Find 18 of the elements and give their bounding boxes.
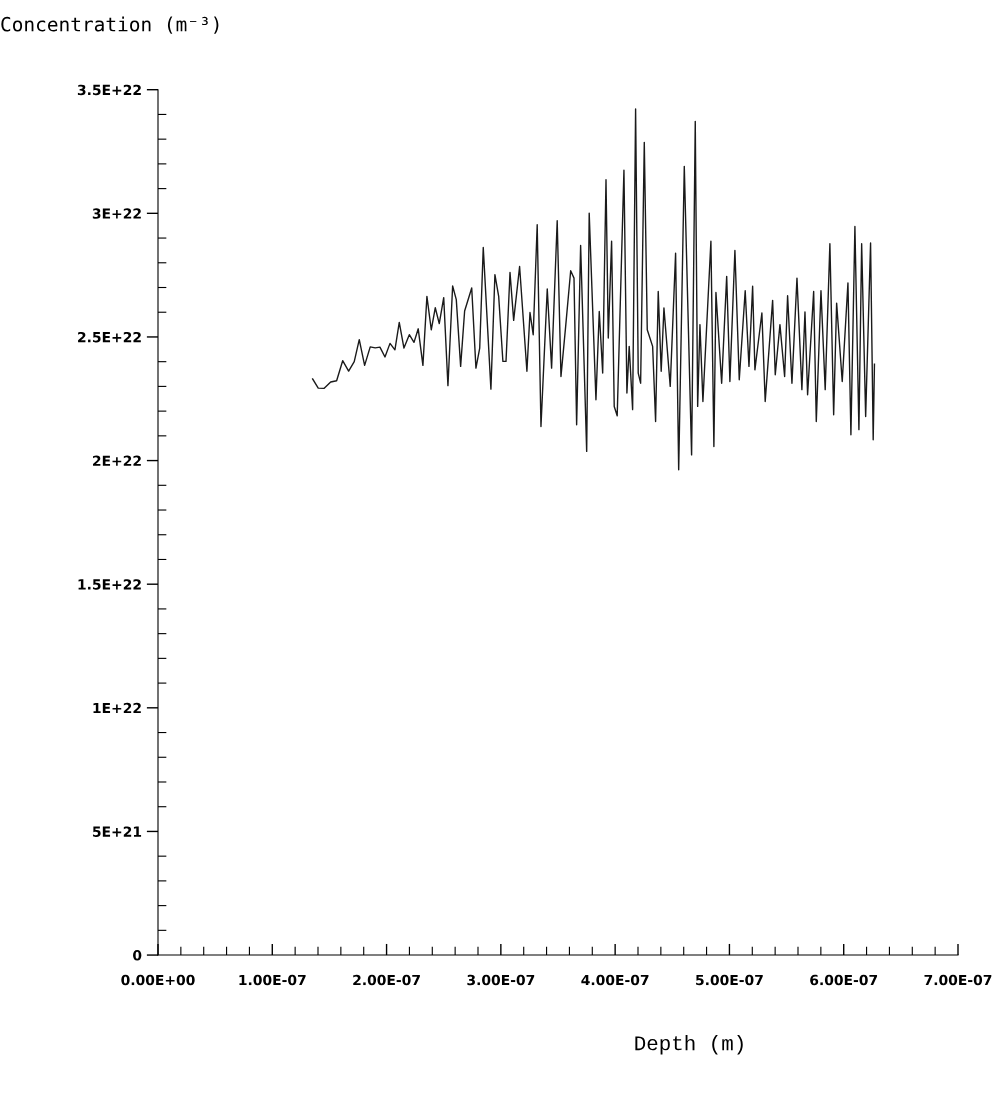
y-tick-label: 5E+21: [92, 826, 142, 837]
x-tick-label: 3.00E-07: [467, 974, 535, 986]
x-tick-label: 2.00E-07: [353, 974, 420, 986]
x-tick-label: 0.00E+00: [121, 974, 195, 986]
y-tick-label: 2.5E+22: [78, 331, 141, 343]
y-axis-title: Concentration (m⁻³): [1, 16, 219, 34]
y-tick-label: 2E+22: [93, 455, 141, 466]
x-tick-label: 6.00E-07: [810, 974, 878, 986]
y-tick-label: 3.5E+22: [77, 84, 141, 96]
y-tick-label: 1E+22: [93, 702, 141, 714]
y-tick-label: 3E+22: [92, 208, 141, 219]
y-tick-label: 0: [133, 950, 142, 961]
x-tick-label: 5.00E-07: [696, 974, 763, 986]
x-axis-title: Depth (m): [635, 1035, 743, 1055]
x-tick-label: 1.00E-07: [239, 974, 306, 986]
x-tick-label: 4.00E-07: [581, 974, 649, 986]
y-tick-label: 1.5E+22: [78, 579, 141, 590]
x-tick-label: 7.00E-07: [924, 974, 992, 986]
